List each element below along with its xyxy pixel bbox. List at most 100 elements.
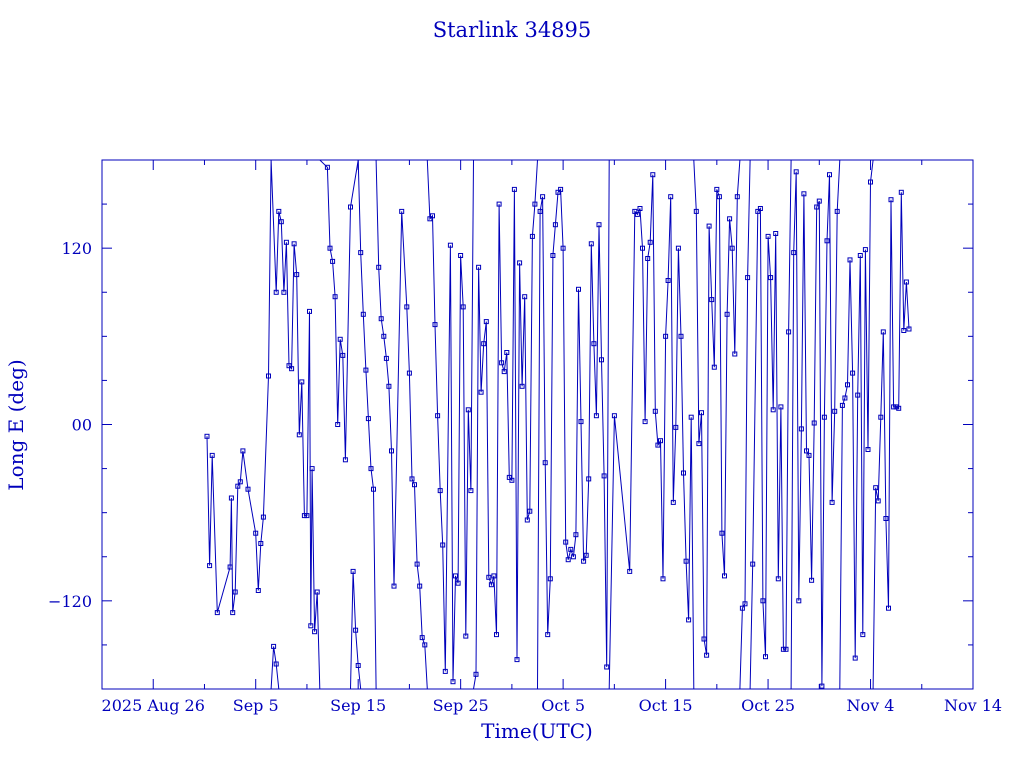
series-line [350, 571, 362, 689]
data-point [488, 582, 494, 588]
data-point [732, 351, 738, 357]
data-point [770, 407, 776, 413]
series-line [375, 160, 428, 689]
data-point [816, 198, 822, 204]
data-point [578, 419, 584, 425]
data-point [806, 452, 812, 458]
x-tick-label: Sep 15 [330, 696, 386, 715]
data-point [886, 605, 891, 611]
chart-title: Starlink 34895 [433, 18, 592, 42]
data-point [875, 498, 881, 504]
data-point [330, 258, 336, 264]
data-point [714, 186, 720, 192]
data-point [652, 408, 658, 414]
x-tick-label: Nov 4 [847, 696, 895, 715]
data-point [486, 574, 492, 580]
y-tick-label: 120 [61, 239, 92, 258]
data-point [335, 422, 341, 427]
data-point [430, 213, 435, 219]
data-point [862, 247, 868, 253]
data-point [491, 573, 497, 579]
data-point [517, 260, 523, 266]
data-point [704, 652, 710, 658]
series-line [319, 160, 377, 689]
data-point [358, 250, 364, 256]
data-point [348, 204, 353, 210]
data-point [742, 601, 748, 607]
series-line [872, 192, 910, 689]
data-point [260, 514, 266, 520]
data-point [739, 605, 745, 611]
series-line [473, 160, 538, 689]
data-point [599, 357, 604, 363]
data-point [576, 286, 581, 292]
data-point [552, 222, 558, 228]
series-layer [204, 160, 912, 689]
data-point [327, 245, 333, 251]
data-point [391, 583, 397, 589]
data-point [209, 452, 215, 458]
data-point [204, 433, 210, 439]
series-line [693, 160, 741, 656]
data-point [419, 635, 425, 641]
data-point [586, 476, 592, 482]
data-point [304, 513, 310, 519]
data-point [378, 316, 384, 322]
data-point [273, 661, 279, 667]
data-point [494, 632, 499, 638]
data-point [640, 245, 645, 251]
data-point [604, 664, 610, 670]
data-point [363, 367, 369, 373]
data-point [786, 329, 792, 335]
data-point [658, 438, 663, 444]
data-point [745, 275, 751, 281]
data-point [389, 448, 394, 454]
data-point [634, 211, 640, 217]
data-point [591, 341, 597, 347]
data-point [291, 241, 297, 247]
data-point [450, 679, 456, 685]
data-point [440, 542, 446, 548]
series-line [839, 160, 874, 689]
data-point [686, 617, 692, 623]
data-point [499, 360, 505, 366]
data-point [729, 245, 735, 251]
data-point [855, 392, 861, 398]
series-line [537, 160, 610, 689]
data-point [237, 479, 243, 485]
data-point [798, 426, 804, 432]
data-point [258, 541, 264, 546]
data-point [796, 598, 802, 604]
data-point [868, 179, 873, 185]
series-line [749, 160, 792, 689]
data-point [240, 448, 246, 454]
data-point [852, 655, 858, 661]
data-point [481, 341, 487, 347]
data-point [227, 564, 233, 570]
data-point [857, 253, 863, 258]
series-line [790, 160, 841, 689]
data-point [496, 201, 502, 207]
data-point [860, 632, 866, 638]
data-point [888, 197, 894, 203]
data-point [709, 297, 715, 303]
data-point [409, 476, 415, 482]
data-point [711, 364, 717, 370]
data-point [458, 253, 464, 258]
data-point [412, 482, 417, 488]
series-line [270, 646, 280, 689]
data-point [289, 366, 295, 372]
data-point [437, 488, 443, 494]
data-point [478, 389, 484, 395]
data-point [324, 164, 330, 170]
data-point [696, 441, 702, 447]
data-point [558, 186, 564, 192]
data-point [573, 532, 579, 538]
data-point [414, 561, 420, 567]
data-point [880, 329, 886, 335]
data-point [271, 643, 277, 649]
series-line [426, 160, 474, 682]
data-point [463, 633, 469, 639]
data-point [821, 414, 827, 420]
